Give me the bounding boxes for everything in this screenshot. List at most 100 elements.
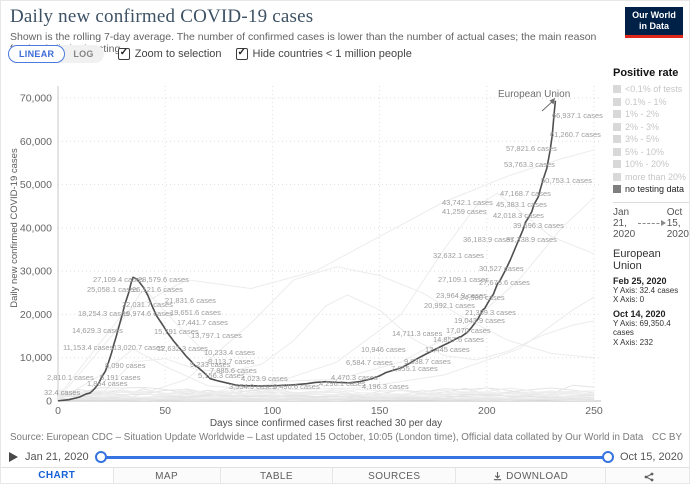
eu-series-line[interactable] bbox=[57, 100, 557, 402]
legend-item-label: <0.1% of tests bbox=[625, 84, 683, 94]
value-label: 13,797.1 cases bbox=[191, 331, 242, 340]
value-label: 14,857.6 cases bbox=[433, 335, 484, 344]
x-tick-label: 0 bbox=[55, 405, 61, 417]
legend-swatch-icon bbox=[613, 135, 621, 144]
legend-divider bbox=[613, 201, 689, 203]
value-label: 27,109.4 cases bbox=[93, 275, 144, 284]
value-label: 21,831.6 cases bbox=[165, 296, 216, 305]
value-label: 17,070 cases bbox=[446, 326, 491, 335]
range-end-date: Oct 15, 2020 bbox=[666, 206, 689, 240]
legend-item[interactable]: no testing data bbox=[613, 183, 689, 196]
scale-toggle: LINEAR LOG bbox=[8, 45, 104, 63]
value-label: 6,584.7 cases bbox=[346, 358, 393, 367]
value-label: 3,490.6 cases bbox=[273, 382, 320, 391]
y-tick-label: 40,000 bbox=[20, 222, 52, 234]
hide-countries-checkbox[interactable]: Hide countries < 1 million people bbox=[235, 47, 412, 60]
value-label: 12,445 cases bbox=[425, 345, 470, 354]
tab-chart[interactable]: CHART bbox=[1, 468, 114, 483]
y-tick-label: 50,000 bbox=[20, 179, 52, 191]
legend-item[interactable]: 1% - 2% bbox=[613, 108, 689, 121]
value-label: 4,470.3 cases bbox=[331, 373, 378, 382]
legend-swatch-icon bbox=[613, 147, 621, 156]
legend-item[interactable]: 5% - 10% bbox=[613, 146, 689, 159]
background-country-line bbox=[57, 392, 595, 400]
zoom-to-selection-checkbox[interactable]: Zoom to selection bbox=[117, 47, 222, 60]
legend-item[interactable]: <0.1% of tests bbox=[613, 83, 689, 96]
y-tick-label: 0 bbox=[46, 396, 52, 408]
value-label: 3,554.9 cases bbox=[229, 382, 276, 391]
value-label: 14,711.3 cases bbox=[392, 329, 443, 338]
tab-share[interactable] bbox=[606, 468, 689, 483]
value-label: 36,183.9 cases bbox=[463, 235, 514, 244]
tab-map[interactable]: MAP bbox=[114, 468, 221, 483]
tab-download[interactable]: DOWNLOAD bbox=[456, 468, 607, 483]
value-label: 1,864 cases bbox=[87, 379, 128, 388]
legend-item-label: more than 20% bbox=[625, 171, 687, 182]
value-label: 24,580 cases bbox=[460, 293, 505, 302]
range-start-date: Jan 21, 2020 bbox=[613, 206, 636, 240]
selected-entity-label[interactable]: European Union bbox=[613, 247, 661, 272]
license-label[interactable]: CC BY bbox=[652, 432, 682, 443]
value-label: 28,579.6 cases bbox=[138, 275, 189, 284]
timeline-handle-end[interactable] bbox=[602, 451, 614, 463]
tab-sources[interactable]: SOURCES bbox=[333, 468, 457, 483]
datapoint-oct: Oct 14, 2020 Y Axis: 69,350.4 cases X Ax… bbox=[613, 308, 671, 347]
legend-swatch-icon bbox=[613, 122, 621, 131]
value-label: 23,964.9 cases bbox=[436, 291, 487, 300]
legend-item[interactable]: 2% - 3% bbox=[613, 121, 689, 134]
timeline-slider[interactable] bbox=[94, 451, 614, 463]
value-label: 41,259 cases bbox=[442, 207, 487, 216]
value-label: 30,527 cases bbox=[479, 264, 524, 273]
value-label: 32.4 cases bbox=[44, 388, 81, 397]
y-tick-label: 70,000 bbox=[20, 93, 52, 105]
value-label: 19,043.9 cases bbox=[454, 316, 505, 325]
background-country-line bbox=[57, 387, 595, 397]
datapoint-feb: Feb 25, 2020 Y Axis: 32.4 cases X Axis: … bbox=[613, 275, 679, 305]
legend-item[interactable]: more than 20% bbox=[613, 171, 689, 184]
checkbox-checked-icon[interactable] bbox=[117, 47, 130, 60]
value-label: 5,191 cases bbox=[100, 373, 141, 382]
x-tick-label: 200 bbox=[478, 405, 496, 417]
value-label: 47,168.7 cases bbox=[500, 189, 551, 198]
value-label: 11,153.4 cases bbox=[63, 343, 114, 352]
value-label: 13,020.7 cases bbox=[113, 343, 164, 352]
value-label: 8,113.7 cases bbox=[208, 357, 254, 366]
x-tick-label: 150 bbox=[371, 405, 389, 417]
value-label: 26,121.6 cases bbox=[132, 285, 183, 294]
value-label: 37,338.9 cases bbox=[506, 235, 557, 244]
background-country-line bbox=[57, 149, 595, 397]
legend-panel: Positive rate <0.1% of tests 0.1% - 1% 1% … bbox=[613, 67, 689, 347]
checkbox-checked-icon[interactable] bbox=[235, 47, 248, 60]
chart-canvas[interactable]: 0 10,000 20,000 30,000 40,000 50,000 60,000 70,… bbox=[1, 63, 613, 431]
value-label: 2,810.1 cases bbox=[47, 373, 94, 382]
zoom-to-selection-label: Zoom to selection bbox=[134, 48, 222, 60]
timeline-handle-start[interactable] bbox=[94, 451, 107, 463]
x-tick-label: 50 bbox=[159, 405, 171, 417]
source-row: Source: European CDC – Situation Update … bbox=[1, 432, 689, 443]
value-label: 19,974.6 cases bbox=[122, 309, 173, 318]
tab-table[interactable]: TABLE bbox=[221, 468, 334, 483]
legend-swatch-icon bbox=[613, 160, 621, 169]
value-label: 19,651.6 cases bbox=[170, 308, 221, 317]
hide-countries-label: Hide countries < 1 million people bbox=[252, 48, 412, 60]
value-label: 27,676.6 cases bbox=[479, 278, 530, 287]
share-icon bbox=[644, 472, 653, 481]
value-label: 25,058.1 cases bbox=[87, 285, 138, 294]
linear-scale-button[interactable]: LINEAR bbox=[8, 45, 66, 63]
page-title: Daily new confirmed COVID-19 cases bbox=[10, 6, 314, 27]
legend-item-label: 2% - 3% bbox=[625, 121, 660, 132]
y-tick-label: 20,000 bbox=[20, 309, 52, 321]
legend-item-label: 10% - 20% bbox=[625, 159, 670, 169]
log-scale-button[interactable]: LOG bbox=[73, 49, 94, 59]
legend-item[interactable]: 0.1% - 1% bbox=[613, 96, 689, 109]
value-label: 61,260.7 cases bbox=[550, 130, 601, 139]
entity-arrowhead-icon bbox=[549, 98, 555, 105]
timeline: Jan 21, 2020 Oct 15, 2020 bbox=[1, 448, 689, 466]
legend-item[interactable]: 3% - 5% bbox=[613, 133, 689, 146]
value-label: 10,946 cases bbox=[361, 345, 406, 354]
chart-controls: LINEAR LOG Zoom to selection Hide countr… bbox=[8, 45, 412, 63]
play-icon[interactable] bbox=[9, 452, 18, 462]
owid-logo[interactable]: Our World in Data bbox=[625, 7, 683, 38]
legend-item[interactable]: 10% - 20% bbox=[613, 158, 689, 171]
value-label: 7,885.6 cases bbox=[210, 366, 257, 375]
